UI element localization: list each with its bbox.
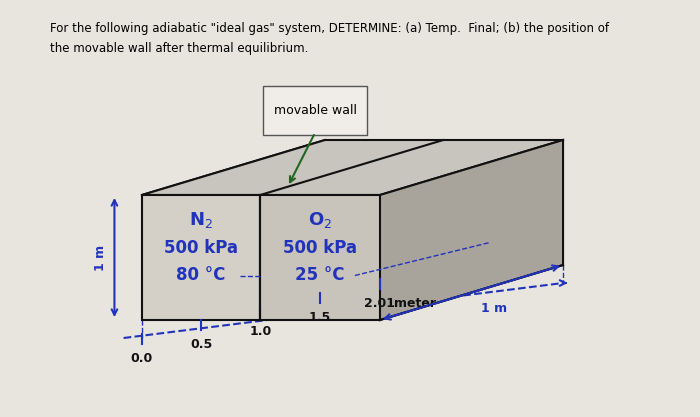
Text: 500 kPa: 500 kPa bbox=[164, 239, 238, 256]
Text: the movable wall after thermal equilibrium.: the movable wall after thermal equilibri… bbox=[50, 42, 309, 55]
Text: 80 °C: 80 °C bbox=[176, 266, 225, 284]
Text: 0.5: 0.5 bbox=[190, 338, 212, 351]
Text: 2.01: 2.01 bbox=[365, 297, 395, 310]
Text: 1 m: 1 m bbox=[481, 302, 507, 316]
Text: O$_2$: O$_2$ bbox=[308, 209, 332, 229]
Polygon shape bbox=[142, 195, 260, 320]
Polygon shape bbox=[142, 140, 563, 195]
Text: 0.0: 0.0 bbox=[131, 352, 153, 365]
Polygon shape bbox=[260, 195, 380, 320]
FancyBboxPatch shape bbox=[263, 85, 368, 135]
Text: 1.5: 1.5 bbox=[309, 311, 330, 324]
Text: movable wall: movable wall bbox=[274, 103, 356, 116]
Text: 25 °C: 25 °C bbox=[295, 266, 345, 284]
Text: N$_2$: N$_2$ bbox=[189, 209, 213, 229]
Text: 1.0: 1.0 bbox=[249, 325, 272, 338]
Text: 500 kPa: 500 kPa bbox=[283, 239, 357, 256]
Text: meter: meter bbox=[393, 297, 435, 310]
Polygon shape bbox=[380, 140, 563, 320]
Text: For the following adiabatic "ideal gas" system, DETERMINE: (a) Temp.  Final; (b): For the following adiabatic "ideal gas" … bbox=[50, 22, 610, 35]
Text: 1 m: 1 m bbox=[94, 244, 107, 271]
